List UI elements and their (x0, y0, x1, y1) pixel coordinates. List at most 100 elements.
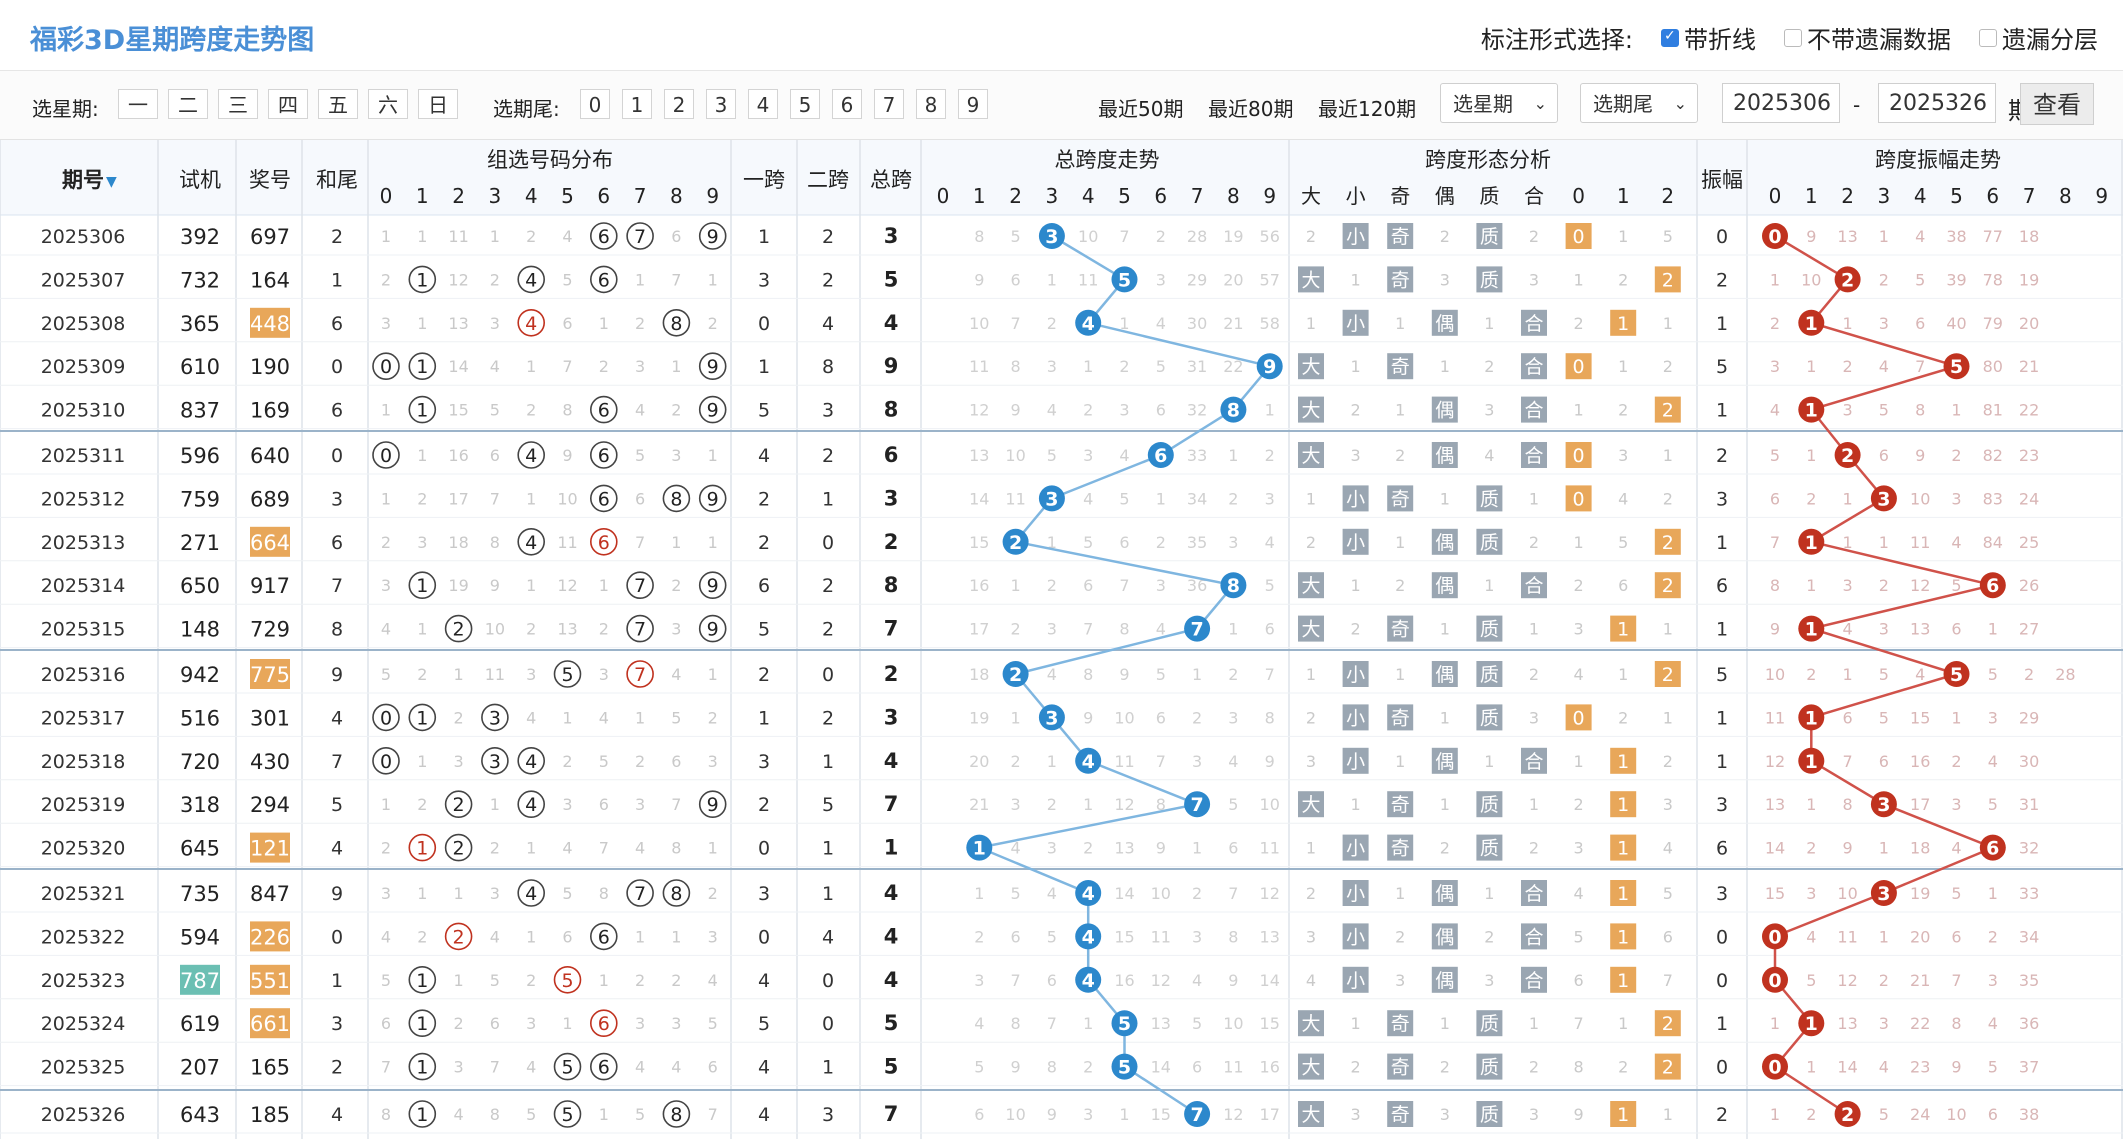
xingtai-hit: 偶 (1435, 926, 1454, 948)
zt-omission: 1 (1770, 1105, 1780, 1124)
zt-omission: 9 (1915, 446, 1925, 465)
erkua-value: 2 (822, 707, 834, 729)
digit-omission: 5 (562, 270, 572, 289)
xt-header: 奇 (1390, 184, 1410, 208)
zt-omission: 6 (1770, 489, 1780, 508)
kd-omission: 6 (1119, 533, 1129, 552)
weekday-button[interactable]: 日 (418, 89, 458, 119)
checkbox-icon[interactable] (1979, 28, 1997, 47)
shiji-value: 650 (180, 574, 220, 598)
kd-omission: 2 (974, 927, 984, 946)
kd-omission: 1 (1047, 533, 1057, 552)
tail-button[interactable]: 2 (664, 89, 694, 119)
query-button[interactable]: 查看 (2020, 83, 2094, 125)
zt-omission: 5 (1770, 446, 1780, 465)
digit-circle (626, 571, 654, 600)
tail-button[interactable]: 1 (622, 89, 652, 119)
kd-omission: 4 (1047, 884, 1057, 903)
zt-omission: 13 (1837, 227, 1857, 246)
xingtai-hit-bg (1342, 747, 1369, 774)
zt-omission: 34 (2019, 927, 2039, 946)
checkbox-icon[interactable] (1784, 28, 1802, 47)
xingtai-hit-bg (1565, 704, 1592, 731)
shiji-value: 645 (180, 837, 220, 861)
mark-label: 标注形式选择: (1480, 26, 1633, 54)
tail-button[interactable]: 4 (748, 89, 778, 119)
xingtai-hit: 大 (1301, 1013, 1320, 1035)
xingtai-omission: 2 (1395, 446, 1405, 465)
kd-omission: 7 (1047, 1014, 1057, 1033)
zhenfu-value: 1 (1716, 400, 1728, 422)
xingtai-hit: 小 (1346, 883, 1365, 905)
digit-circle (517, 879, 546, 907)
kd-omission: 6 (1192, 1058, 1202, 1077)
zt-omission: 2 (1806, 1105, 1816, 1124)
zt-omission: 1 (1879, 533, 1889, 552)
tail-button[interactable]: 8 (916, 89, 946, 119)
xingtai-hit: 合 (1524, 313, 1543, 335)
option-no-omission[interactable]: 不带遗漏数据 (1784, 20, 1951, 55)
zt-omission: 2 (1806, 489, 1816, 508)
kd-omission: 2 (1192, 708, 1202, 727)
yikua-value: 3 (758, 751, 770, 773)
tail-button[interactable]: 0 (580, 89, 610, 119)
checkbox-checked-icon[interactable] (1661, 28, 1679, 47)
weekday-button[interactable]: 四 (268, 89, 308, 119)
erkua-value: 1 (822, 883, 834, 905)
zt-omission: 9 (1806, 227, 1816, 246)
yikua-value: 3 (758, 883, 770, 905)
to-issue-input[interactable]: 2025326 (1878, 83, 1996, 123)
digit-omission: 4 (562, 227, 572, 246)
digit-omission: 4 (635, 839, 645, 858)
zt-omission: 6 (1879, 752, 1889, 771)
erkua-value: 1 (822, 751, 834, 773)
kd-omission: 7 (1011, 971, 1021, 990)
kd-omission: 3 (1047, 839, 1057, 858)
select-tail-dropdown[interactable]: 选期尾 ⌄ (1580, 83, 1698, 123)
zt-omission: 78 (1983, 270, 2003, 289)
recent-120-link[interactable]: 最近120期 (1318, 97, 1417, 121)
weekday-button[interactable]: 六 (368, 89, 408, 119)
tail-button[interactable]: 6 (832, 89, 862, 119)
issue-number: 2025322 (41, 926, 126, 948)
digit-omission: 3 (490, 884, 500, 903)
weekday-button[interactable]: 五 (318, 89, 358, 119)
issue-number: 2025316 (41, 664, 126, 686)
kd-omission: 2 (1047, 576, 1057, 595)
xingtai-hit: 小 (1346, 926, 1365, 948)
weekday-button[interactable]: 一 (118, 89, 158, 119)
digit-omission: 17 (448, 489, 468, 508)
tail-button[interactable]: 7 (874, 89, 904, 119)
kd-omission: 12 (1151, 971, 1171, 990)
erkua-value: 4 (822, 926, 834, 948)
recent-50-link[interactable]: 最近50期 (1098, 97, 1184, 121)
zt-omission: 16 (1910, 752, 1930, 771)
shiji-value: 365 (180, 312, 220, 336)
digit-omission: 2 (671, 401, 681, 420)
recent-80-link[interactable]: 最近80期 (1208, 97, 1294, 121)
tail-button[interactable]: 3 (706, 89, 736, 119)
kd-digit-header: 0 (937, 184, 950, 208)
xingtai-hit-bg (1610, 966, 1637, 993)
option-with-line[interactable]: 带折线 (1661, 20, 1756, 55)
tail-button[interactable]: 9 (958, 89, 988, 119)
xingtai-omission: 2 (1618, 1058, 1628, 1077)
zt-omission: 19 (2019, 270, 2039, 289)
zhenfu-value: 5 (1716, 664, 1728, 686)
from-issue-input[interactable]: 2025306 (1722, 83, 1840, 123)
mark-style-selector: 标注形式选择: 带折线 不带遗漏数据 遗漏分层 (1481, 20, 2098, 55)
zhenfu-ball (1943, 353, 1970, 380)
weekday-button[interactable]: 三 (218, 89, 258, 119)
shiji-value: 596 (180, 444, 220, 468)
zhenfu-ball-label: 1 (1805, 532, 1818, 554)
option-omission-layer[interactable]: 遗漏分层 (1979, 20, 2098, 55)
xingtai-hit: 奇 (1391, 794, 1410, 816)
tail-button[interactable]: 5 (790, 89, 820, 119)
weekday-button[interactable]: 二 (168, 89, 208, 119)
xingtai-hit: 0 (1573, 226, 1585, 248)
digit-omission: 3 (562, 795, 572, 814)
issue-number: 2025314 (41, 575, 126, 597)
select-week-dropdown[interactable]: 选星期 ⌄ (1440, 83, 1558, 123)
digit-circle (698, 614, 727, 643)
zhenfu-ball-label: 5 (1950, 664, 1963, 686)
